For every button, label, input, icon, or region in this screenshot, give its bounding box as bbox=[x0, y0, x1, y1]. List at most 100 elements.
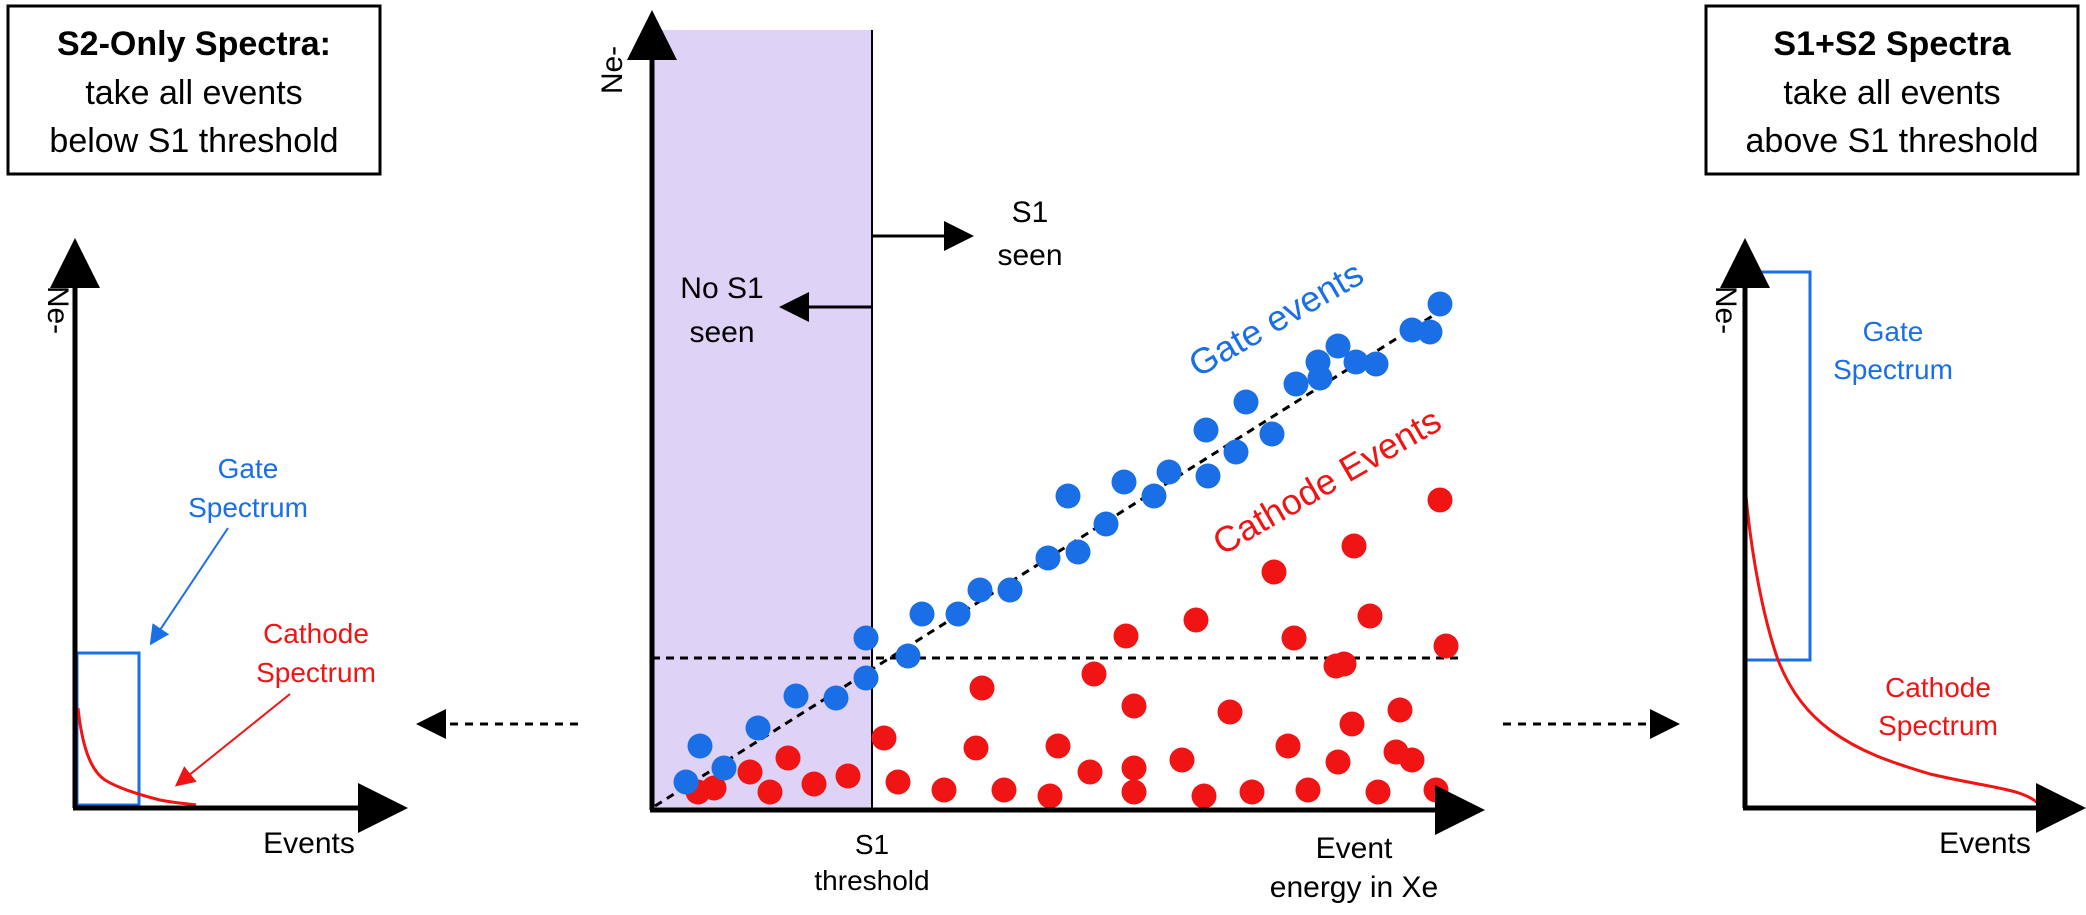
gate-event-dot bbox=[823, 685, 849, 711]
gate-event-dot bbox=[1283, 371, 1309, 397]
gate-event-dot bbox=[1305, 349, 1331, 375]
gate-event-dot bbox=[945, 601, 971, 627]
s1-seen-label-line2: seen bbox=[997, 239, 1062, 272]
cathode-event-dot bbox=[1191, 783, 1217, 809]
cathode-event-dot bbox=[1121, 779, 1147, 805]
left-gate-pointer bbox=[149, 527, 229, 646]
cathode-event-dot bbox=[1081, 661, 1107, 687]
threshold-label-line1: S1 bbox=[855, 829, 889, 860]
cathode-event-dot bbox=[701, 775, 727, 801]
cathode-event-dot bbox=[963, 735, 989, 761]
gate-event-dot bbox=[1223, 439, 1249, 465]
left-spectrum-plot: Ne- Events Gate Spectrum Cathode Spectru… bbox=[41, 238, 408, 860]
gate-event-dot bbox=[1093, 511, 1119, 537]
gate-event-dot bbox=[895, 643, 921, 669]
center-x-label-line2: energy in Xe bbox=[1270, 871, 1438, 904]
gate-event-dot bbox=[1035, 545, 1061, 571]
right-spectrum-plot: Ne- Events Gate Spectrum Cathode Spectru… bbox=[1709, 238, 2086, 860]
cathode-event-dot bbox=[835, 763, 861, 789]
gate-event-dot bbox=[1195, 463, 1221, 489]
right-summary-title: S1+S2 Spectra bbox=[1773, 25, 2011, 63]
cathode-event-dot bbox=[1295, 777, 1321, 803]
cathode-event-dot bbox=[991, 777, 1017, 803]
cathode-event-dot bbox=[1281, 625, 1307, 651]
right-cathode-label-line1: Cathode bbox=[1885, 672, 1991, 703]
left-cathode-label-line1: Cathode bbox=[263, 618, 369, 649]
no-s1-region bbox=[652, 30, 872, 808]
right-summary-box: S1+S2 Spectra take all events above S1 t… bbox=[1704, 4, 2080, 176]
gate-event-dot bbox=[1363, 351, 1389, 377]
cathode-event-dot bbox=[737, 759, 763, 785]
left-gate-label-line2: Spectrum bbox=[188, 492, 308, 523]
left-cathode-pointer bbox=[174, 693, 291, 787]
cathode-event-dot bbox=[969, 675, 995, 701]
threshold-label-line2: threshold bbox=[814, 865, 929, 896]
right-gate-label-line1: Gate bbox=[1863, 316, 1924, 347]
gate-events-label: Gate events bbox=[1182, 252, 1371, 385]
gate-event-dot bbox=[1111, 469, 1137, 495]
cathode-event-dot bbox=[1423, 777, 1449, 803]
center-plot: Ne- Event energy in Xe S1 threshold S1 s… bbox=[596, 10, 1485, 904]
cathode-event-dot bbox=[1427, 487, 1453, 513]
left-y-label: Ne- bbox=[41, 286, 74, 334]
gate-event-dot bbox=[1259, 421, 1285, 447]
left-cathode-curve bbox=[76, 707, 197, 807]
cathode-event-dot bbox=[1045, 733, 1071, 759]
gate-event-dot bbox=[1233, 389, 1259, 415]
cathode-event-dot bbox=[1341, 533, 1367, 559]
gate-event-dot bbox=[1325, 333, 1351, 359]
cathode-event-dot bbox=[1357, 603, 1383, 629]
center-x-label-line1: Event bbox=[1316, 832, 1393, 865]
cathode-event-dot bbox=[1077, 759, 1103, 785]
gate-event-dot bbox=[1065, 539, 1091, 565]
cathode-event-dot bbox=[871, 725, 897, 751]
s1-seen-label-line1: S1 bbox=[1012, 196, 1049, 229]
right-x-label: Events bbox=[1939, 827, 2031, 860]
cathode-event-dot bbox=[775, 745, 801, 771]
right-cathode-curve bbox=[1744, 495, 2039, 805]
event-dots bbox=[673, 291, 1459, 809]
left-cathode-label-line2: Spectrum bbox=[256, 657, 376, 688]
right-gate-spectrum-box bbox=[1744, 270, 1812, 662]
right-cathode-label-line2: Spectrum bbox=[1878, 710, 1998, 741]
cathode-event-dot bbox=[1217, 699, 1243, 725]
cathode-event-dot bbox=[801, 771, 827, 797]
cathode-event-dot bbox=[1433, 633, 1459, 659]
left-summary-line2: below S1 threshold bbox=[49, 122, 338, 160]
gate-event-dot bbox=[1156, 459, 1182, 485]
gate-event-dot bbox=[997, 577, 1023, 603]
right-gate-label-line2: Spectrum bbox=[1833, 354, 1953, 385]
gate-event-dot bbox=[1343, 349, 1369, 375]
gate-event-dot bbox=[673, 769, 699, 795]
cathode-event-dot bbox=[1331, 651, 1357, 677]
gate-event-dot bbox=[783, 683, 809, 709]
cathode-events-label: Cathode Events bbox=[1206, 399, 1448, 563]
cathode-event-dot bbox=[1365, 779, 1391, 805]
gate-event-dot bbox=[1427, 291, 1453, 317]
left-gate-label-line1: Gate bbox=[218, 453, 279, 484]
left-summary-box: S2-Only Spectra: take all events below S… bbox=[6, 4, 382, 176]
gate-event-dot bbox=[711, 755, 737, 781]
left-x-label: Events bbox=[263, 827, 355, 860]
right-y-label: Ne- bbox=[1709, 286, 1742, 334]
cathode-event-dot bbox=[1325, 749, 1351, 775]
cathode-event-dot bbox=[757, 779, 783, 805]
center-y-label: Ne- bbox=[596, 46, 629, 94]
cathode-event-dot bbox=[1275, 733, 1301, 759]
cathode-event-dot bbox=[1399, 747, 1425, 773]
gate-event-dot bbox=[967, 577, 993, 603]
cathode-event-dot bbox=[1169, 747, 1195, 773]
cathode-event-dot bbox=[1387, 697, 1413, 723]
right-summary-line2: above S1 threshold bbox=[1746, 122, 2039, 160]
gate-event-dot bbox=[853, 625, 879, 651]
gate-event-dot bbox=[1141, 483, 1167, 509]
gate-event-dot bbox=[1193, 417, 1219, 443]
cathode-event-dot bbox=[1113, 623, 1139, 649]
cathode-event-dot bbox=[1037, 783, 1063, 809]
gate-event-dot bbox=[687, 733, 713, 759]
cathode-event-dot bbox=[1121, 693, 1147, 719]
cathode-event-dot bbox=[1261, 559, 1287, 585]
gate-event-dot bbox=[909, 601, 935, 627]
